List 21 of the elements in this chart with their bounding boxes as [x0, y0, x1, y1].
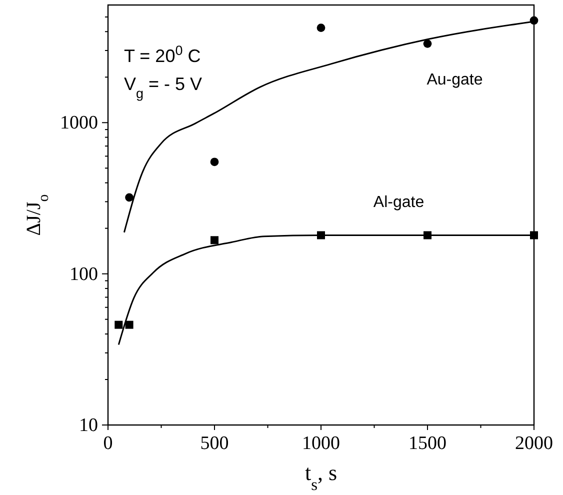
point: [114, 320, 123, 329]
series-label: Al-gate: [373, 194, 424, 212]
point: [530, 231, 538, 240]
point: [125, 320, 134, 329]
x-axis-title: t$_{s}$, s: [304, 460, 338, 494]
x-tick-label: 500: [200, 433, 229, 454]
point: [423, 39, 432, 48]
x-tick-label: 2000: [515, 433, 553, 454]
point: [125, 193, 134, 202]
point: [210, 236, 218, 244]
y-tick-label: 100: [70, 264, 98, 285]
x-tick-label: 0: [103, 433, 113, 454]
point: [210, 158, 219, 166]
y-tick-label: 1000: [60, 112, 98, 134]
annotation: T = 20$^{0}$ C: [124, 42, 201, 66]
x-tick-label: 1500: [408, 433, 446, 454]
series-label: Au-gate: [426, 72, 483, 89]
annotation: V$_{g}$ = - 5 V: [124, 74, 202, 100]
point: [316, 24, 326, 32]
y-tick-label: 10: [79, 415, 98, 436]
x-tick-label: 1000: [302, 433, 340, 454]
